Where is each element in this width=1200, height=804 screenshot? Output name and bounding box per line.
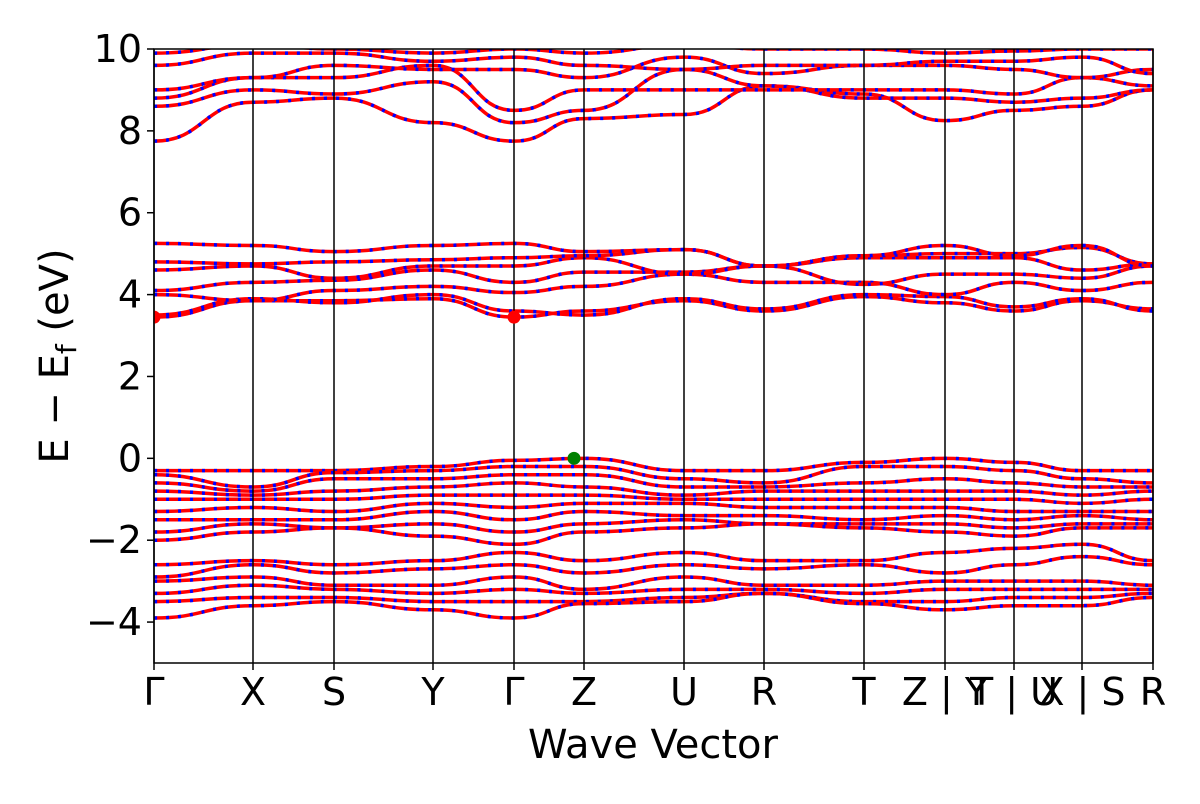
band-25-dash xyxy=(154,583,1153,596)
vbm-marker xyxy=(567,451,581,465)
x-tick-label: T xyxy=(851,670,876,714)
y-axis-label-unit: (eV) xyxy=(32,248,78,344)
x-tick-label: U xyxy=(670,670,698,714)
x-tick-label: R xyxy=(751,670,777,714)
x-axis-ticks: Γ X S Y Γ Z U R T Z | YT | UX | S R xyxy=(143,663,1166,715)
y-tick-label: 4 xyxy=(118,273,142,317)
band-12-dash xyxy=(154,49,1153,55)
y-tick-label: −2 xyxy=(86,518,142,562)
cbm-marker xyxy=(154,310,161,324)
band-16-dash xyxy=(154,481,1153,497)
y-axis-label-main: E − E xyxy=(32,354,78,464)
cbm-marker xyxy=(507,310,521,324)
x-tick-label: T | U xyxy=(969,670,1058,715)
x-tick-label: Z xyxy=(571,670,597,714)
band-2-dash xyxy=(154,272,1153,303)
band-25-line xyxy=(154,583,1153,596)
x-tick-label: R xyxy=(1140,670,1166,714)
y-tick-label: 0 xyxy=(118,436,142,480)
y-tick-label: 8 xyxy=(118,109,142,153)
y-tick-label: 2 xyxy=(118,354,142,398)
band-17-dash xyxy=(154,493,1153,506)
band-15-line xyxy=(154,472,1153,493)
x-tick-label: Z | Y xyxy=(902,670,989,715)
bands-group xyxy=(154,49,1153,620)
band-2-line xyxy=(154,272,1153,303)
y-axis-label: E − Ef (eV) xyxy=(32,248,83,463)
band-4-line xyxy=(154,256,1153,280)
band-14-dash xyxy=(154,464,1153,489)
x-tick-label: Γ xyxy=(143,670,164,714)
x-tick-label: S xyxy=(322,670,346,714)
plot-frame xyxy=(153,48,1154,664)
band-24-dash xyxy=(154,575,1153,592)
y-tick-label: −4 xyxy=(86,600,142,644)
y-axis-ticks: −4 −2 0 2 4 6 8 10 xyxy=(86,27,154,644)
x-tick-label: X | S xyxy=(1038,670,1125,715)
y-axis-label-subscript: f xyxy=(50,343,83,354)
y-tick-label: 10 xyxy=(94,27,142,71)
x-tick-label: Γ xyxy=(503,670,524,714)
x-axis-label: Wave Vector xyxy=(528,722,779,768)
x-tick-label: X xyxy=(240,670,266,714)
band-10-line xyxy=(154,55,1153,92)
x-tick-label: Y xyxy=(420,670,445,714)
band-18-line xyxy=(154,501,1153,514)
y-tick-label: 6 xyxy=(118,191,142,235)
extrema-markers xyxy=(154,310,581,465)
